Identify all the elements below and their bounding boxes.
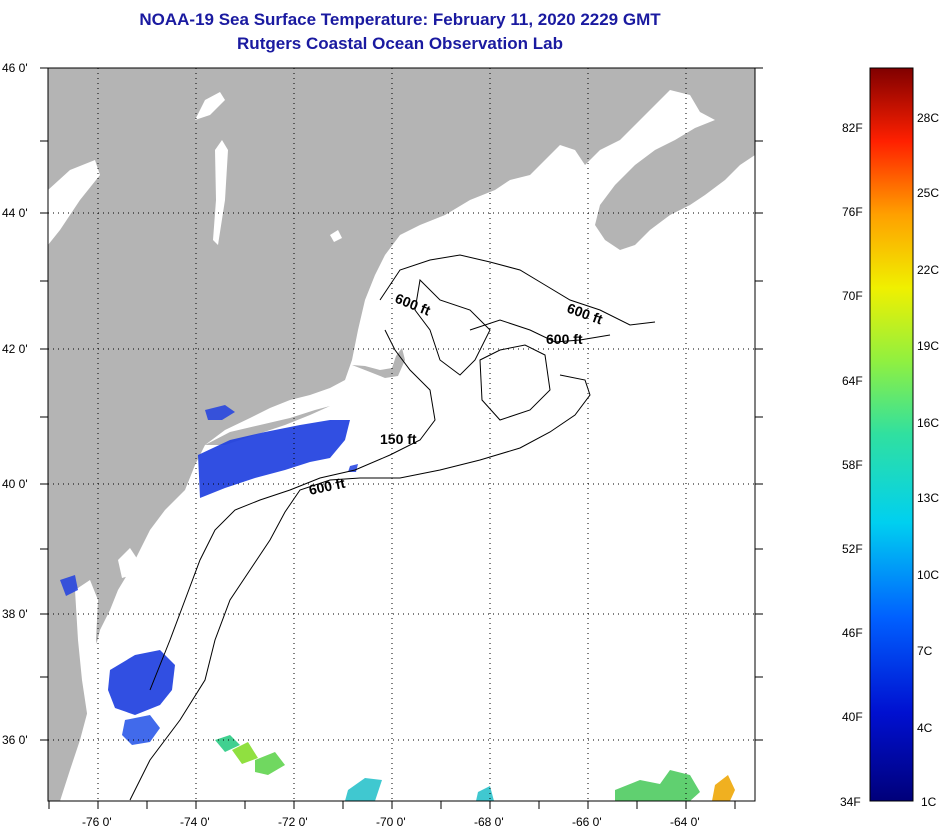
sst-warm-patch — [615, 770, 700, 801]
sst-cold-patch-nybight — [198, 420, 350, 498]
contour-600ft-basin — [469, 319, 611, 343]
colorbar-c-label: 22C — [917, 263, 939, 277]
colorbar-f-label: 40F — [842, 710, 863, 724]
colorbar-f-label: 82F — [842, 121, 863, 135]
contour-gulf-maine-inner — [414, 278, 491, 376]
map-frame — [47, 67, 756, 802]
colorbar — [869, 67, 914, 802]
latitude-label: 40 0' — [2, 477, 28, 491]
sst-warm-patch — [215, 735, 240, 752]
lake-ontario — [48, 160, 100, 245]
colorbar-c-label: 16C — [917, 416, 939, 430]
contour-label: 150 ft — [380, 431, 417, 447]
longitude-ticks — [48, 801, 736, 809]
latitude-ticks — [40, 67, 763, 741]
longitude-label: -72 0' — [278, 815, 308, 829]
colorbar-c-label: 7C — [917, 644, 933, 658]
sst-warm-patch — [232, 742, 258, 764]
lake-champlain — [213, 140, 228, 245]
grid — [48, 68, 755, 801]
land-long-island — [205, 406, 330, 445]
lake — [195, 92, 225, 120]
latitude-label: 46 0' — [2, 61, 28, 75]
colorbar-f-label: 34F — [840, 795, 861, 809]
colorbar-f-label: 46F — [842, 626, 863, 640]
map-title: NOAA-19 Sea Surface Temperature: Februar… — [139, 10, 661, 29]
latitude-label: 36 0' — [2, 733, 28, 747]
contour-label: 600 ft — [307, 475, 346, 498]
land-nova-scotia — [595, 112, 755, 250]
longitude-label: -76 0' — [82, 815, 112, 829]
colorbar-c-label: 25C — [917, 186, 939, 200]
contour-600ft-slope — [129, 374, 591, 801]
sst-cold-patch-virginia — [122, 715, 160, 745]
latitude-label: 38 0' — [2, 607, 28, 621]
colorbar-c-label: 4C — [917, 721, 933, 735]
land-mainland — [48, 68, 755, 801]
longitude-label: -68 0' — [474, 815, 504, 829]
latitude-label: 44 0' — [2, 206, 28, 220]
land-cape-cod — [352, 348, 405, 378]
colorbar-c-label: 1C — [921, 795, 937, 809]
contour-georges — [479, 344, 551, 421]
colorbar-c-label: 28C — [917, 111, 939, 125]
colorbar-f-label: 64F — [842, 374, 863, 388]
longitude-label: -74 0' — [180, 815, 210, 829]
colorbar-c-label: 10C — [917, 568, 939, 582]
sst-warm-patch — [345, 778, 382, 801]
chesapeake-bay — [75, 580, 110, 790]
colorbar-f-label: 70F — [842, 289, 863, 303]
colorbar-c-label: 13C — [917, 491, 939, 505]
lake — [330, 230, 342, 242]
colorbar-f-label: 76F — [842, 205, 863, 219]
longitude-label: -66 0' — [572, 815, 602, 829]
sst-warm-patch — [712, 775, 735, 801]
colorbar-c-label: 19C — [917, 339, 939, 353]
sst-warm-patch — [255, 752, 285, 775]
colorbar-f-label: 52F — [842, 542, 863, 556]
longitude-label: -70 0' — [376, 815, 406, 829]
contour-150ft — [149, 329, 436, 691]
sst-cold-patch — [205, 405, 235, 420]
sst-cold-patch-chesapeake — [108, 650, 175, 715]
contour-600ft-gulf-maine — [379, 254, 656, 326]
sst-warm-patch — [476, 786, 494, 801]
map-subtitle: Rutgers Coastal Ocean Observation Lab — [237, 34, 563, 53]
longitude-label: -64 0' — [670, 815, 700, 829]
colorbar-f-label: 58F — [842, 458, 863, 472]
delaware-bay — [118, 548, 138, 578]
contour-label: 600 ft — [546, 331, 583, 347]
latitude-label: 42 0' — [2, 342, 28, 356]
sst-cold-patch — [60, 575, 78, 596]
